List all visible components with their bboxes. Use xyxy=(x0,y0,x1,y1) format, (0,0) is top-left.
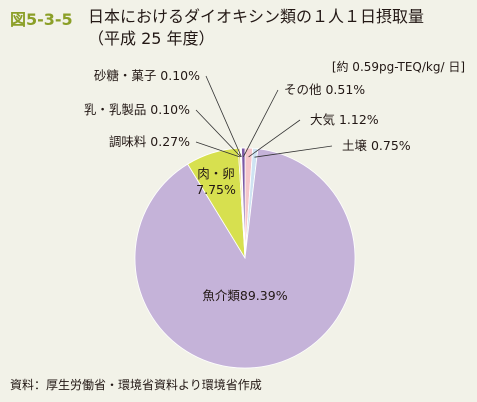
pie-labels: 大気 1.12% 土壌 0.75% 魚介類89.39% 肉・卵 7.75% 調味料 0.2… xyxy=(84,68,411,303)
slice-label-4: 肉・卵 7.75% xyxy=(196,166,236,197)
leader-line-7 xyxy=(205,75,242,158)
leader-line-6 xyxy=(195,109,242,158)
leader-line-2 xyxy=(254,145,333,158)
slice-label-3: 魚介類89.39% xyxy=(202,288,287,303)
leader-line-8 xyxy=(243,89,279,157)
slice-label-7: 砂糖・菓子 0.10% xyxy=(94,68,200,83)
slice-label-6: 乳・乳製品 0.10% xyxy=(84,102,190,117)
leader-line-5 xyxy=(195,141,240,158)
pie-slice-8 xyxy=(241,147,246,259)
pie-slices xyxy=(134,147,356,369)
pie-slice-3 xyxy=(134,148,356,369)
slice-label-8: その他 0.51% xyxy=(284,82,365,97)
leader-line-1 xyxy=(248,119,301,158)
figure-number: 図5-3-5 xyxy=(10,10,73,29)
unit-label: [約 0.59pg-TEQ/kg/ 日] xyxy=(331,60,465,74)
chart-title: 日本におけるダイオキシン類の１人１日摂取量 xyxy=(88,7,425,26)
slice-label-2: 土壌 0.75% xyxy=(342,138,411,153)
source-note: 資料：厚生労働省・環境省資料より環境省作成 xyxy=(10,378,262,392)
slice-label-1: 大気 1.12% xyxy=(310,112,379,127)
chart-subtitle: （平成 25 年度） xyxy=(88,29,215,48)
slice-label-5: 調味料 0.27% xyxy=(109,134,190,149)
